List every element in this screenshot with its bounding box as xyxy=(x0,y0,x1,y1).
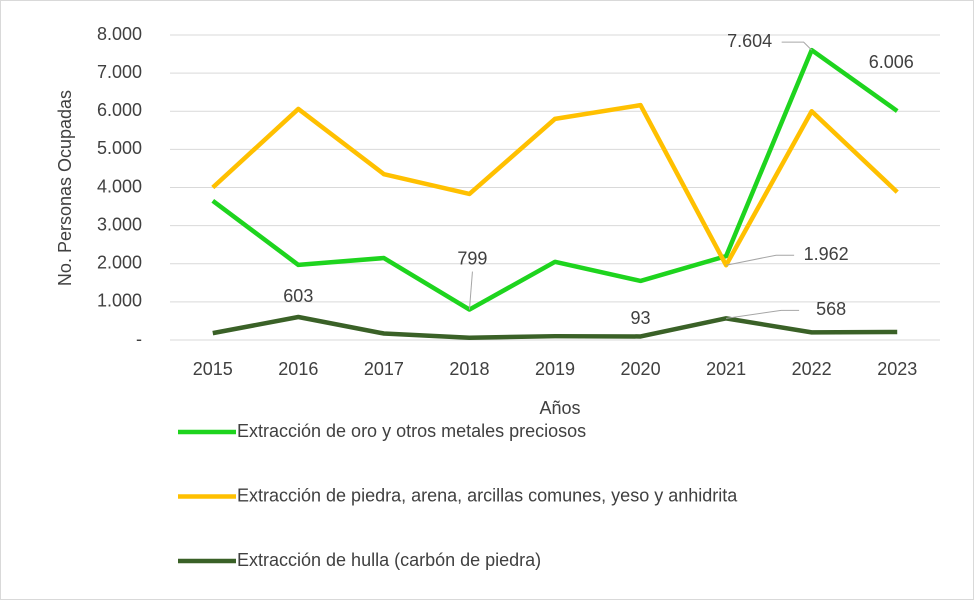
y-tick-label: 3.000 xyxy=(97,214,142,234)
line-series xyxy=(211,47,899,312)
x-tick-label: 2019 xyxy=(535,359,575,379)
x-tick-label: 2018 xyxy=(449,359,489,379)
leader-line xyxy=(468,271,473,310)
data-label: 568 xyxy=(816,299,846,319)
leader-line xyxy=(726,254,795,266)
x-tick-label: 2017 xyxy=(364,359,404,379)
x-tick-label: 2022 xyxy=(792,359,832,379)
y-tick-label: - xyxy=(136,329,142,349)
y-tick-label: 1.000 xyxy=(97,291,142,311)
y-tick-label: 6.000 xyxy=(97,100,142,120)
y-tick-label: 5.000 xyxy=(97,138,142,158)
y-axis-title: No. Personas Ocupadas xyxy=(55,90,75,286)
line-series xyxy=(211,102,899,268)
data-label: 6.006 xyxy=(869,52,914,72)
data-label: 603 xyxy=(283,286,313,306)
y-tick-label: 7.000 xyxy=(97,62,142,82)
y-tick-label: 2.000 xyxy=(97,253,142,273)
x-tick-label: 2021 xyxy=(706,359,746,379)
legend-label: Extracción de piedra, arena, arcillas co… xyxy=(237,485,738,505)
leader-line xyxy=(781,41,813,51)
data-label: 7.604 xyxy=(727,31,772,51)
data-label: 799 xyxy=(457,248,487,268)
x-tick-label: 2023 xyxy=(877,359,917,379)
legend-label: Extracción de hulla (carbón de piedra) xyxy=(237,550,541,570)
x-axis-title: Años xyxy=(539,398,580,418)
line-series xyxy=(212,314,898,340)
y-tick-label: 4.000 xyxy=(97,176,142,196)
x-tick-label: 2020 xyxy=(621,359,661,379)
data-label: 1.962 xyxy=(804,244,849,264)
data-label: 93 xyxy=(631,308,651,328)
leader-line xyxy=(726,309,800,319)
x-tick-label: 2016 xyxy=(278,359,318,379)
legend-label: Extracción de oro y otros metales precio… xyxy=(237,421,586,441)
y-tick-label: 8.000 xyxy=(97,24,142,44)
x-tick-label: 2015 xyxy=(193,359,233,379)
